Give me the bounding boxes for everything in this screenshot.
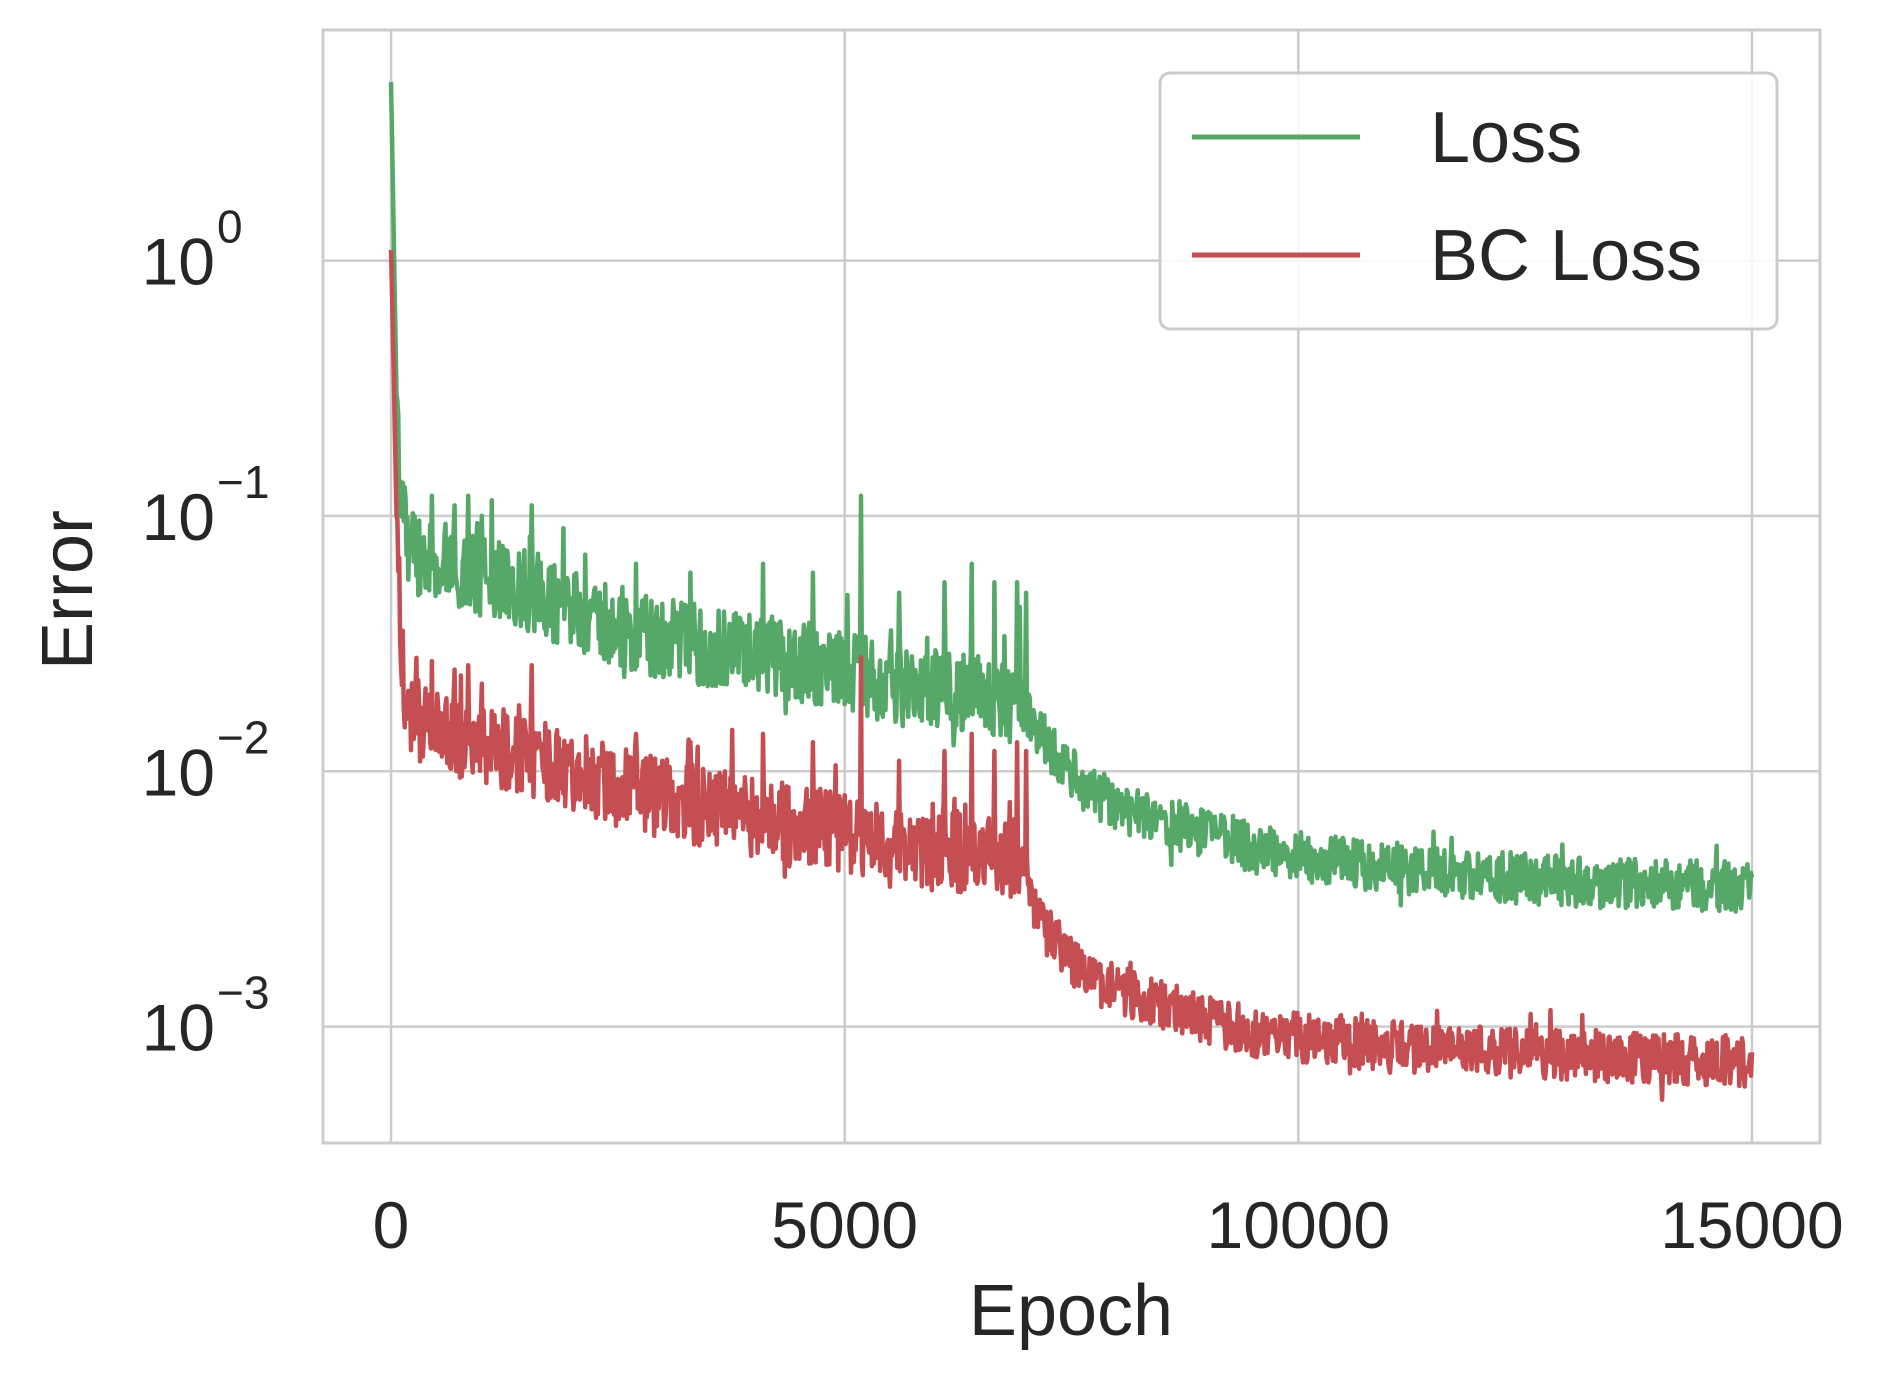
y-tick-base: 10 [142, 735, 215, 809]
y-tick-exponent: −3 [217, 967, 269, 1019]
legend-item: BC Loss [1192, 216, 1702, 296]
y-tick-exponent: 0 [217, 201, 243, 253]
series-line-bc-loss [388, 249, 1755, 1102]
x-axis-label: Epoch [969, 1271, 1173, 1351]
y-tick-label: 10 −2 [142, 711, 270, 809]
x-tick-labels: 0 5000 10000 15000 [373, 1188, 1844, 1262]
y-tick-label: 10 −1 [142, 456, 270, 554]
y-tick-base: 10 [142, 480, 215, 554]
x-tick-label: 5000 [771, 1188, 918, 1262]
y-tick-exponent: −1 [217, 456, 269, 508]
y-tick-label: 10 0 [142, 201, 243, 299]
series-layer [388, 82, 1755, 1102]
y-tick-base: 10 [142, 991, 215, 1065]
y-axis-label: Error [28, 510, 108, 670]
legend-item: Loss [1192, 98, 1582, 178]
grid-lines [323, 30, 1820, 1143]
legend-label: BC Loss [1430, 216, 1702, 296]
series-line-loss [388, 82, 1755, 914]
x-tick-label: 0 [373, 1188, 410, 1262]
legend-label: Loss [1430, 98, 1582, 178]
x-tick-label: 15000 [1660, 1188, 1844, 1262]
x-tick-label: 10000 [1207, 1188, 1391, 1262]
legend: Loss BC Loss [1158, 71, 1779, 331]
y-tick-label: 10 −3 [142, 967, 270, 1065]
y-tick-base: 10 [142, 225, 215, 299]
y-tick-exponent: −2 [217, 711, 269, 763]
